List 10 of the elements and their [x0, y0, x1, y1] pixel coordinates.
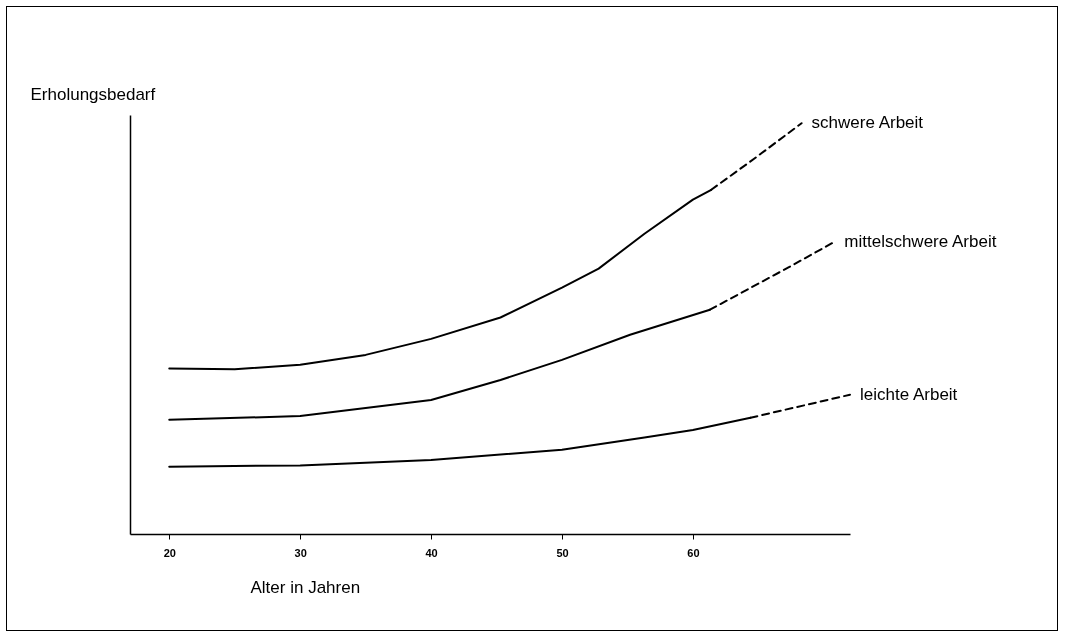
x-tick-label: 30: [294, 546, 307, 559]
x-axis-title: Alter in Jahren: [250, 577, 361, 597]
x-tick-label: 60: [687, 546, 700, 559]
text: schwere Arbeit: [811, 113, 924, 133]
x-tick-label: 50: [556, 546, 569, 559]
text: mittelschwere Arbeit: [844, 231, 997, 251]
y-axis-title: Erholungsbedarf: [30, 84, 156, 104]
text: leichte Arbeit: [860, 384, 958, 404]
x-tick-label: 40: [425, 546, 438, 559]
x-tick-label: 20: [163, 546, 176, 559]
